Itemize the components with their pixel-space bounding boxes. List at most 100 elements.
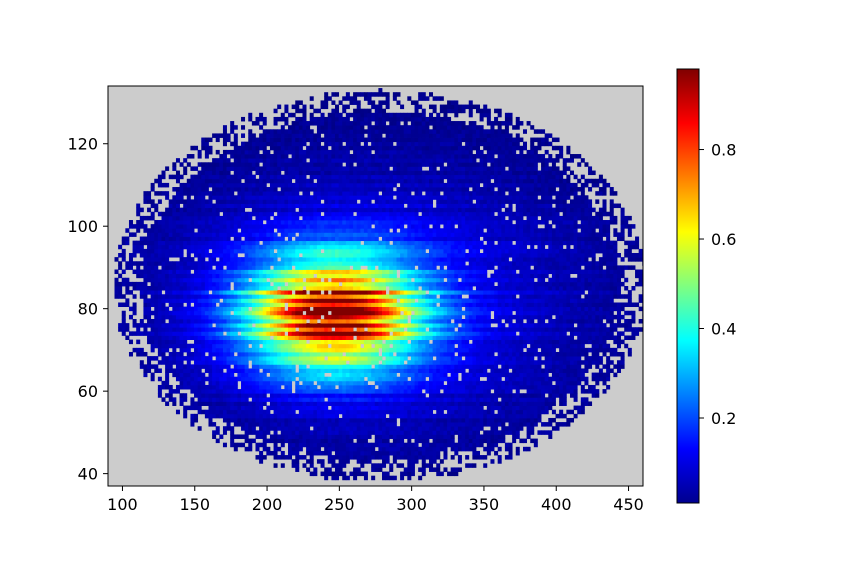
heatmap-cell [537,327,542,332]
heatmap-cell [342,463,347,468]
heatmap-cell [338,323,343,328]
heatmap-cell [324,339,329,345]
heatmap-cell [295,438,300,444]
heatmap-cell [475,327,480,332]
heatmap-cell [414,380,419,386]
heatmap-cell [255,343,260,349]
heatmap-cell [353,430,358,435]
heatmap-cell [569,389,574,394]
heatmap-cell [533,306,538,312]
heatmap-cell [201,409,206,415]
heatmap-cell [313,413,318,419]
heatmap-cell [436,343,441,349]
heatmap-cell [562,335,567,340]
heatmap-cell [403,434,408,439]
heatmap-cell [316,310,321,316]
heatmap-cell [479,380,484,386]
heatmap-cell [255,339,260,345]
heatmap-cell [266,450,271,456]
heatmap-cell [157,314,162,320]
heatmap-cell [616,294,621,299]
heatmap-cell [259,281,264,287]
heatmap-cell [331,323,336,328]
heatmap-cell [291,372,296,378]
heatmap-cell [457,335,462,340]
heatmap-cell [244,314,249,320]
heatmap-cell [389,434,394,439]
heatmap-cell [219,401,224,406]
heatmap-cell [457,368,462,373]
heatmap-cell [548,327,553,332]
heatmap-cell [219,335,224,340]
heatmap-cell [353,422,358,427]
heatmap-cell [367,327,372,332]
heatmap-cell [360,463,365,468]
heatmap-cell [537,310,542,316]
heatmap-cell [457,298,462,303]
heatmap-cell [530,302,535,308]
heatmap-cell [504,430,509,435]
heatmap-cell [526,417,531,423]
heatmap-cell [559,323,564,328]
heatmap-cell [298,335,303,340]
heatmap-cell [374,290,379,295]
heatmap-cell [403,351,408,357]
heatmap-cell [237,364,242,369]
heatmap-cell [190,384,195,390]
heatmap-cell [465,372,470,378]
heatmap-cell [519,298,524,303]
heatmap-cell [454,417,459,423]
heatmap-cell [201,314,206,320]
heatmap-cell [262,310,267,316]
heatmap-cell [367,318,372,324]
heatmap-cell [313,372,318,378]
heatmap-cell [331,339,336,345]
heatmap-cell [504,331,509,336]
heatmap-cell [443,331,448,336]
heatmap-cell [277,422,282,427]
heatmap-cell [566,323,571,328]
heatmap-cell [436,339,441,345]
heatmap-cell [620,339,625,345]
heatmap-cell [515,368,520,373]
heatmap-cell [598,339,603,345]
heatmap-cell [313,298,318,303]
heatmap-cell [418,450,423,456]
heatmap-cell [168,277,173,283]
heatmap-cell [400,318,405,324]
heatmap-cell [183,298,188,303]
heatmap-cell [288,298,293,303]
heatmap-cell [522,422,527,427]
heatmap-cell [353,471,358,477]
heatmap-cell [606,281,611,287]
heatmap-cell [277,413,282,419]
heatmap-cell [237,356,242,361]
heatmap-cell [396,343,401,349]
heatmap-cell [425,281,430,287]
heatmap-cell [436,409,441,415]
heatmap-cell [486,360,491,365]
heatmap-cell [168,286,173,291]
heatmap-cell [331,397,336,402]
heatmap-cell [179,384,184,390]
heatmap-cell [468,286,473,291]
heatmap-cell [114,290,119,295]
heatmap-cell [269,364,274,369]
heatmap-cell [396,430,401,435]
heatmap-cell [483,384,488,390]
heatmap-cell [494,372,499,378]
heatmap-cell [421,314,426,320]
heatmap-cell [237,302,242,308]
heatmap-cell [512,314,517,320]
heatmap-cell [461,298,466,303]
heatmap-cell [273,430,278,435]
heatmap-cell [418,430,423,435]
heatmap-cell [400,389,405,394]
heatmap-cell [624,318,629,324]
heatmap-cell [342,475,347,481]
heatmap-cell [418,294,423,299]
heatmap-cell [457,380,462,386]
heatmap-cell [165,364,170,369]
heatmap-cell [562,327,567,332]
heatmap-cell [490,335,495,340]
